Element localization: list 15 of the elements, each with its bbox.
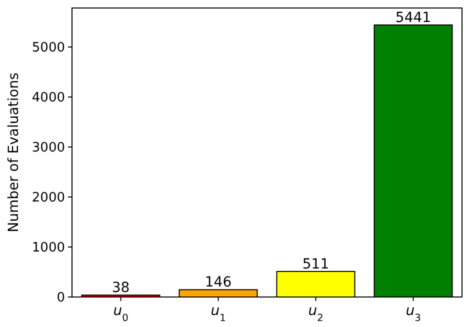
x-tick-label: u$_{2}$ — [308, 303, 324, 324]
y-axis-title: Number of Evaluations — [6, 72, 22, 232]
y-tick-label: 4000 — [32, 90, 65, 106]
data-label: 5441 — [395, 10, 432, 26]
x-tick-label: u$_{3}$ — [406, 303, 421, 324]
y-tick-label: 1000 — [32, 240, 65, 256]
x-tick-label: u$_{1}$ — [210, 303, 226, 324]
y-tick-label: 5000 — [32, 40, 65, 56]
data-label: 511 — [302, 256, 330, 272]
y-tick-label: 0 — [56, 290, 65, 306]
data-label: 146 — [204, 274, 232, 291]
y-tick-label: 2000 — [32, 190, 65, 206]
x-tick-label: u$_{0}$ — [113, 303, 128, 324]
y-tick-label: 3000 — [32, 140, 65, 156]
data-label: 38 — [112, 280, 130, 296]
